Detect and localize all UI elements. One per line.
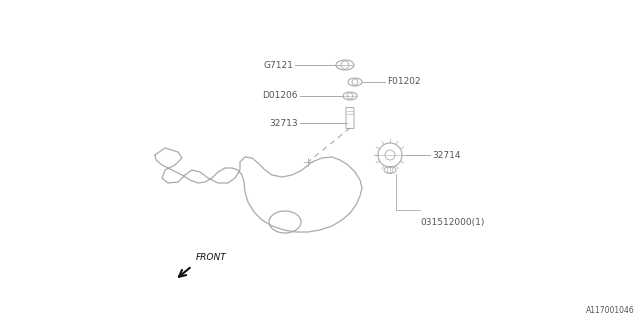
Text: A117001046: A117001046 (586, 306, 635, 315)
Text: 031512000(1): 031512000(1) (420, 218, 484, 227)
Text: D01206: D01206 (262, 92, 298, 100)
Text: F01202: F01202 (387, 77, 420, 86)
Text: G7121: G7121 (263, 60, 293, 69)
Text: 32714: 32714 (432, 150, 461, 159)
Text: 32713: 32713 (269, 118, 298, 127)
Text: FRONT: FRONT (196, 253, 227, 262)
